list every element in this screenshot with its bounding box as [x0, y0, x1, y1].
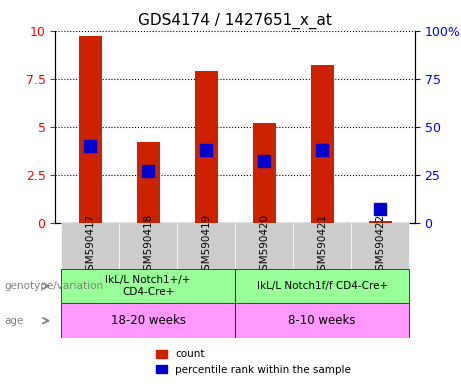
FancyBboxPatch shape	[119, 223, 177, 269]
Text: 18-20 weeks: 18-20 weeks	[111, 314, 186, 327]
Text: 8-10 weeks: 8-10 weeks	[288, 314, 356, 327]
Legend: count, percentile rank within the sample: count, percentile rank within the sample	[152, 345, 355, 379]
Text: GSM590418: GSM590418	[143, 214, 153, 277]
Text: GSM590422: GSM590422	[375, 214, 385, 277]
FancyBboxPatch shape	[61, 269, 235, 303]
FancyBboxPatch shape	[61, 303, 235, 338]
FancyBboxPatch shape	[351, 223, 409, 269]
FancyBboxPatch shape	[61, 223, 119, 269]
Bar	[368, 221, 392, 223]
FancyBboxPatch shape	[235, 303, 409, 338]
Bar	[195, 71, 218, 223]
Text: GSM590420: GSM590420	[259, 214, 269, 277]
Bar	[311, 65, 334, 223]
Text: genotype/variation: genotype/variation	[5, 281, 104, 291]
Text: age: age	[5, 316, 24, 326]
Text: GSM590421: GSM590421	[317, 214, 327, 277]
Text: IkL/L Notch1+/+
CD4-Cre+: IkL/L Notch1+/+ CD4-Cre+	[106, 275, 191, 297]
Text: GSM590417: GSM590417	[85, 214, 95, 277]
Bar	[253, 123, 276, 223]
Bar	[136, 142, 160, 223]
Bar	[78, 36, 102, 223]
Text: IkL/L Notch1f/f CD4-Cre+: IkL/L Notch1f/f CD4-Cre+	[256, 281, 388, 291]
FancyBboxPatch shape	[293, 223, 351, 269]
FancyBboxPatch shape	[235, 223, 293, 269]
Title: GDS4174 / 1427651_x_at: GDS4174 / 1427651_x_at	[138, 13, 332, 29]
FancyBboxPatch shape	[177, 223, 235, 269]
Text: GSM590419: GSM590419	[201, 214, 211, 277]
FancyBboxPatch shape	[235, 269, 409, 303]
